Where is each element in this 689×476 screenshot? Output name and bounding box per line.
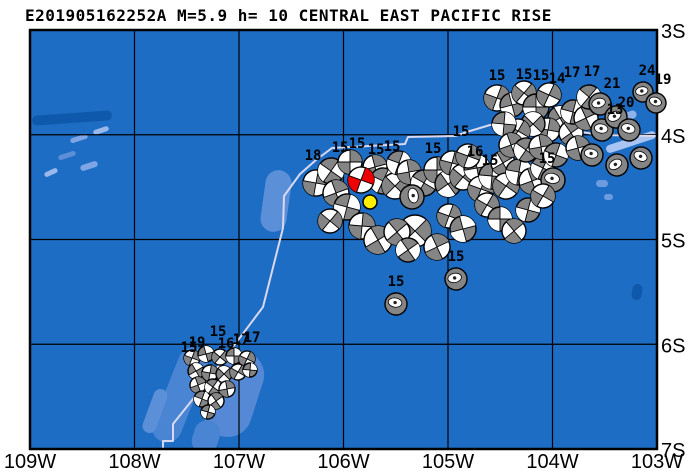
x-axis-label: 108W — [108, 451, 160, 473]
bathymetry-patch — [191, 420, 221, 449]
bathymetry-patch — [93, 126, 109, 135]
beachball — [218, 380, 236, 398]
beachball-layer — [183, 80, 667, 420]
x-axis-label: 103W — [631, 451, 683, 473]
y-axis-label: 4S — [661, 126, 685, 148]
bathymetry-patch — [142, 388, 168, 434]
beachball — [501, 218, 527, 244]
map-frame — [28, 28, 659, 451]
bathymetry-patch — [80, 161, 98, 171]
bathymetry-patch — [58, 150, 76, 161]
depth-label: 15 — [181, 340, 198, 356]
beachball — [449, 215, 477, 243]
beachball — [645, 92, 667, 114]
depth-label: 15 — [539, 151, 556, 167]
depth-label: 24 — [639, 63, 656, 79]
beachball — [204, 378, 222, 396]
beachball — [384, 292, 408, 316]
bathymetry-patch — [70, 133, 88, 144]
depth-label: 20 — [618, 95, 635, 111]
beachball — [399, 184, 425, 210]
depth-label: 13 — [607, 102, 624, 118]
depth-label: 14 — [549, 71, 566, 87]
bathymetry-patch — [44, 168, 58, 177]
x-axis-label: 109W — [4, 451, 56, 473]
depth-label: 15 — [349, 136, 366, 152]
x-axis-label: 107W — [213, 451, 265, 473]
depth-label: 21 — [604, 76, 621, 92]
beachball — [317, 208, 343, 234]
beachball — [543, 142, 569, 168]
beachball — [629, 146, 653, 170]
bathymetry-patch — [631, 284, 643, 300]
depth-label: 16 — [218, 336, 235, 352]
beachball — [200, 404, 216, 420]
beachball — [444, 267, 468, 291]
depth-label: 15 — [332, 140, 349, 156]
depth-label: 15 — [425, 141, 442, 157]
bathymetry-patch — [32, 110, 112, 126]
depth-label: 15 — [388, 274, 405, 290]
beachball — [491, 111, 517, 137]
beachball — [536, 82, 562, 108]
beachball — [580, 143, 604, 167]
beachball — [197, 345, 215, 363]
depth-label: 19 — [189, 335, 206, 351]
beachball — [423, 233, 451, 261]
y-axis-label: 6S — [661, 335, 685, 357]
depth-label: 17 — [233, 332, 250, 348]
beachball — [189, 376, 207, 394]
depth-label: 15 — [210, 324, 227, 340]
bathymetry-patch — [604, 194, 613, 200]
depth-label: 16 — [467, 144, 484, 160]
y-axis-label: 3S — [661, 21, 685, 43]
x-axis-label: 104W — [526, 451, 578, 473]
epicenter-dot — [362, 194, 378, 210]
bathymetry-patch — [596, 180, 608, 187]
beachball — [588, 92, 612, 116]
depth-label: 15 — [448, 249, 465, 265]
depth-label: 15 — [453, 124, 470, 140]
depth-label: 15 — [533, 68, 550, 84]
depth-label: 17 — [564, 65, 581, 81]
depth-label: 15 — [516, 67, 533, 83]
beachball — [183, 349, 201, 367]
y-axis-label: 7S — [661, 440, 685, 462]
depth-label: 15 — [489, 68, 506, 84]
depth-label: 17 — [584, 64, 601, 80]
y-axis-label: 5S — [661, 231, 685, 253]
depth-label: 15 — [482, 153, 499, 169]
depth-label: 18 — [305, 148, 322, 164]
beachball — [215, 365, 233, 383]
beachball — [207, 392, 225, 410]
plot-title: E201905162252A M=5.9 h= 10 CENTRAL EAST … — [25, 6, 552, 25]
depth-label: 19 — [655, 72, 672, 88]
beachball — [211, 348, 229, 366]
beachball — [530, 183, 556, 209]
highlight-beachball — [347, 166, 375, 194]
beachball — [455, 143, 481, 169]
depth-label: 17 — [244, 330, 261, 346]
beachball — [395, 237, 421, 263]
beachball — [193, 390, 211, 408]
beachball — [238, 350, 256, 368]
beachball — [617, 118, 641, 142]
beachball — [242, 362, 258, 378]
beachball — [333, 193, 361, 221]
depth-label: 15 — [368, 142, 385, 158]
beachball — [605, 153, 629, 177]
x-axis-label: 106W — [317, 451, 369, 473]
depth-label: 15 — [384, 139, 401, 155]
x-axis-label: 105W — [422, 451, 474, 473]
